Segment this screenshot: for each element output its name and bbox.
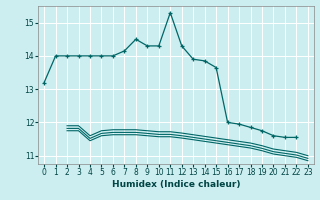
X-axis label: Humidex (Indice chaleur): Humidex (Indice chaleur) <box>112 180 240 189</box>
